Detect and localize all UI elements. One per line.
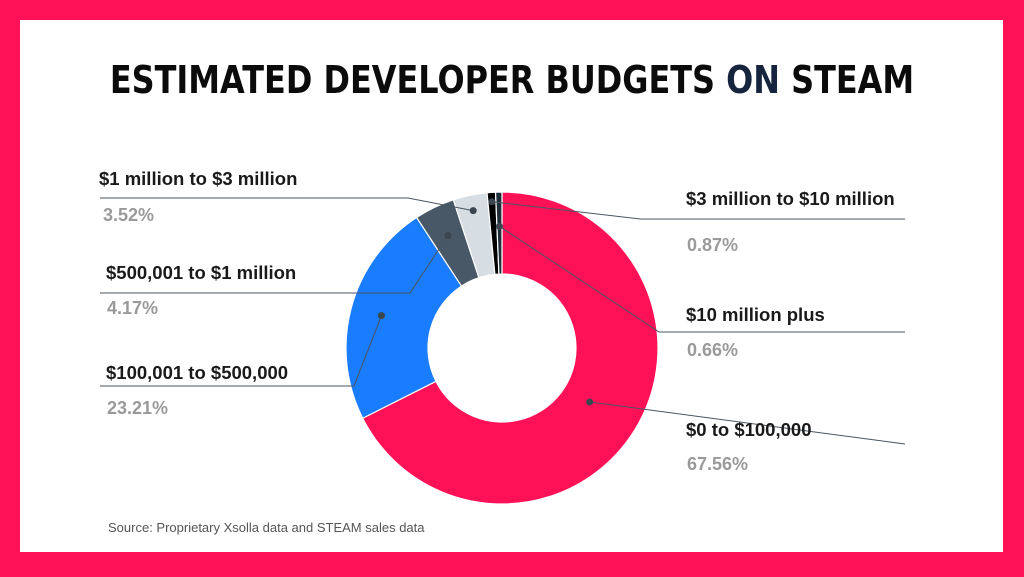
title-tail: STEAM (791, 58, 915, 102)
label-500k-1m: $500,001 to $1 million (106, 262, 297, 283)
leader-line-500k-1m (100, 235, 449, 294)
leader-line-10m-plus (499, 225, 905, 333)
slice-0-100k (361, 191, 659, 505)
leader-line-100k-500k (100, 315, 382, 387)
value-500k-1m: 4.17% (107, 298, 159, 318)
value-3m-10m: 0.87% (687, 235, 739, 255)
value-100k-500k: 23.21% (107, 398, 169, 418)
leader-dot-3m-10m (488, 198, 496, 206)
source-note: Source: Proprietary Xsolla data and STEA… (108, 520, 425, 535)
leader-lines (100, 197, 906, 445)
value-0-100k: 67.56% (687, 454, 749, 474)
leader-line-0-100k (589, 401, 906, 445)
value-10m-plus: 0.66% (687, 340, 739, 360)
label-1m-3m: $1 million to $3 million (99, 168, 298, 189)
leader-dot-0-100k (586, 398, 594, 406)
slice-10m-plus (494, 191, 503, 275)
leader-line-1m-3m (100, 197, 474, 212)
value-1m-3m: 3.52% (103, 205, 155, 225)
label-3m-10m: $3 million to $10 million (686, 188, 895, 209)
leader-dot-10m-plus (495, 222, 503, 230)
chart-title: ESTIMATED DEVELOPER BUDGETS ON STEAM (82, 58, 942, 102)
slice-100k-500k (345, 216, 463, 420)
title-accent: ON (726, 58, 780, 102)
label-0-100k: $0 to $100,000 (686, 419, 812, 440)
donut-slices (345, 191, 659, 505)
leader-dot-500k-1m (444, 232, 452, 240)
leader-dot-1m-3m (469, 207, 477, 215)
title-main: ESTIMATED DEVELOPER BUDGETS (109, 58, 716, 102)
leader-dot-100k-500k (377, 312, 385, 320)
label-100k-500k: $100,001 to $500,000 (106, 362, 289, 383)
label-10m-plus: $10 million plus (686, 304, 825, 325)
leader-line-3m-10m (491, 201, 905, 220)
